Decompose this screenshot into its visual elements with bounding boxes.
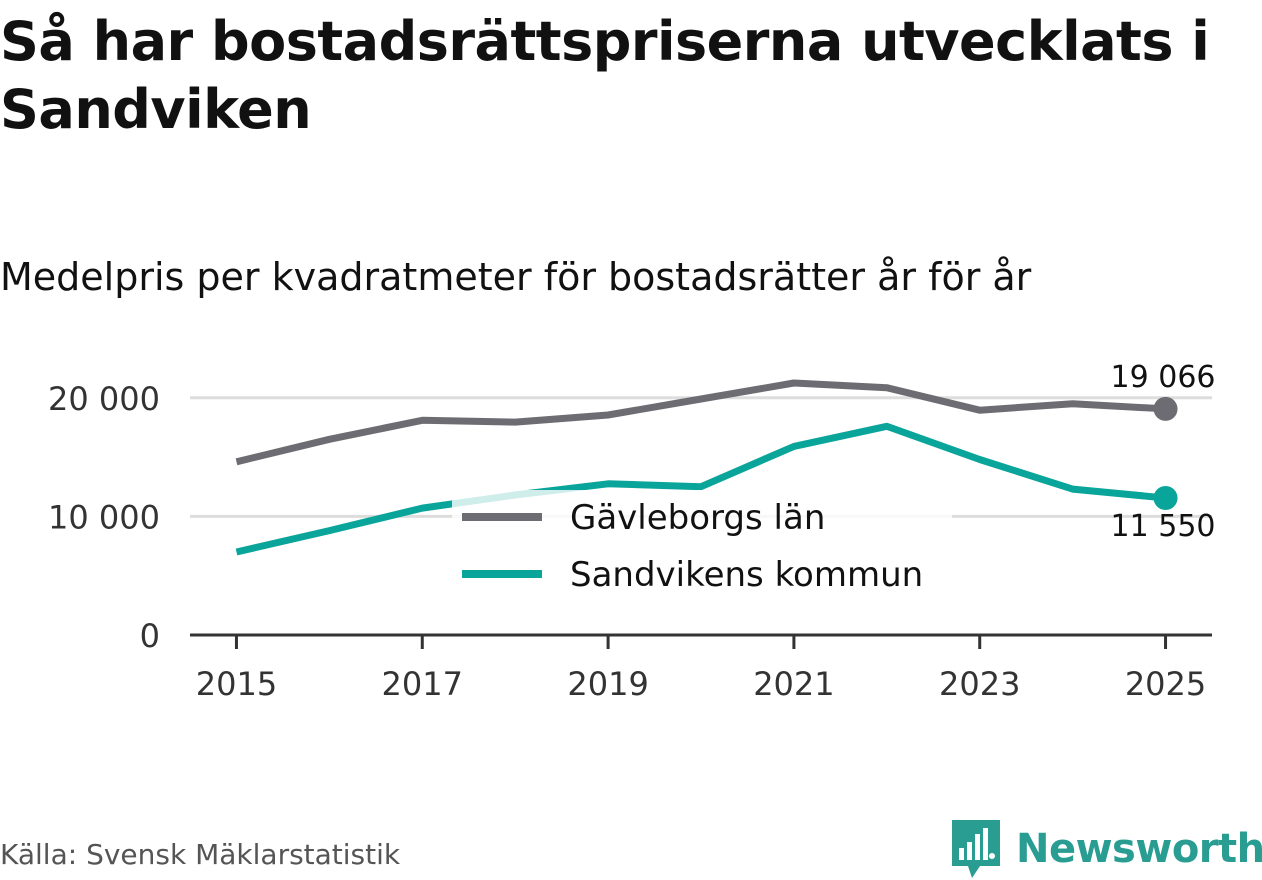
x-tick-label: 2019	[567, 665, 648, 703]
series-line-gavleborgs-lan	[235, 379, 1166, 466]
legend-label-sandvikens-kommun: Sandvikens kommun	[570, 555, 923, 595]
legend-background	[452, 490, 952, 610]
end-point-sandvikens-kommun	[1153, 486, 1178, 511]
x-tick-label: 2021	[753, 665, 834, 703]
x-tick-label: 2023	[939, 665, 1020, 703]
chart-subtitle: Medelpris per kvadratmeter för bostadsrä…	[0, 255, 1032, 299]
page-title: Så har bostadsrättspriserna utvecklats i…	[0, 10, 1210, 141]
x-tick-label: 2017	[382, 665, 463, 703]
x-tick-label: 2025	[1125, 665, 1206, 703]
newsworthy-logo: Newsworthy	[950, 818, 1262, 880]
legend-label-gavleborgs-lan: Gävleborgs län	[570, 498, 825, 538]
end-value-label-sandvikens-kommun: 11 550	[1111, 509, 1216, 544]
x-tick-label: 2015	[196, 665, 277, 703]
source-note: Källa: Svensk Mäklarstatistik	[0, 838, 401, 871]
series-line-sandvikens-kommun	[235, 422, 1166, 556]
y-tick-label: 0	[140, 617, 160, 655]
y-tick-label: 20 000	[48, 380, 160, 418]
newsworthy-logo-icon	[952, 820, 1000, 878]
brand-name: Newsworthy	[1016, 826, 1262, 872]
end-point-gavleborgs-lan	[1153, 396, 1178, 421]
end-value-label-gavleborgs-lan: 19 066	[1111, 360, 1216, 395]
y-tick-label: 10 000	[48, 498, 160, 536]
